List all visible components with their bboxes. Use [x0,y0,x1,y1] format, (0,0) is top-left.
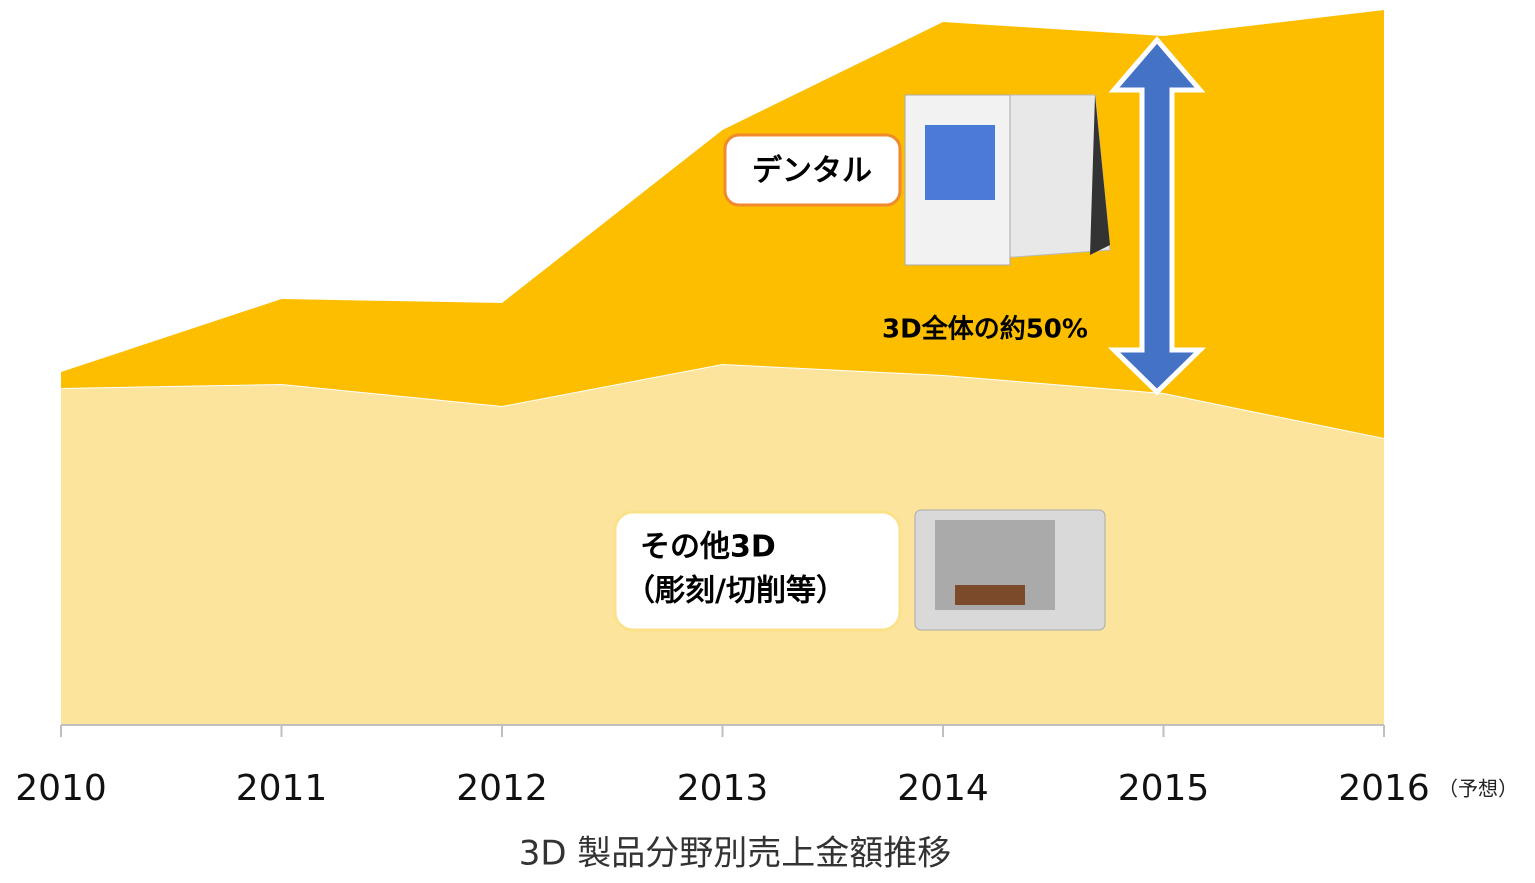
x-note: （予想） [1438,777,1518,801]
x-tick-label: 2016 [1338,768,1430,809]
x-axis: 2010 2011 2012 2013 2014 2015 2016 [15,725,1430,809]
dental-machine-image [905,95,1110,265]
other-machine-image [915,510,1105,630]
series-label: その他3D [640,530,776,565]
x-tick-label: 2014 [897,768,989,809]
chart-title: 3D 製品分野別売上金額推移 [519,834,952,874]
series-label: デンタル [752,154,872,189]
page: {"chart_data": {"type": "stacked-area", … [0,0,1535,883]
x-tick-label: 2015 [1118,768,1210,809]
chart: 2010201120122013201420152016 デンタル その他3D … [0,0,1535,883]
x-tick-label: 2012 [456,768,548,809]
x-tick-label: 2013 [677,768,769,809]
annotation: 3D全体の約50% [882,314,1088,345]
x-tick-label: 2011 [236,768,328,809]
x-tick-label: 2010 [15,768,107,809]
annotation: （彫刻/切削等） [625,574,846,609]
